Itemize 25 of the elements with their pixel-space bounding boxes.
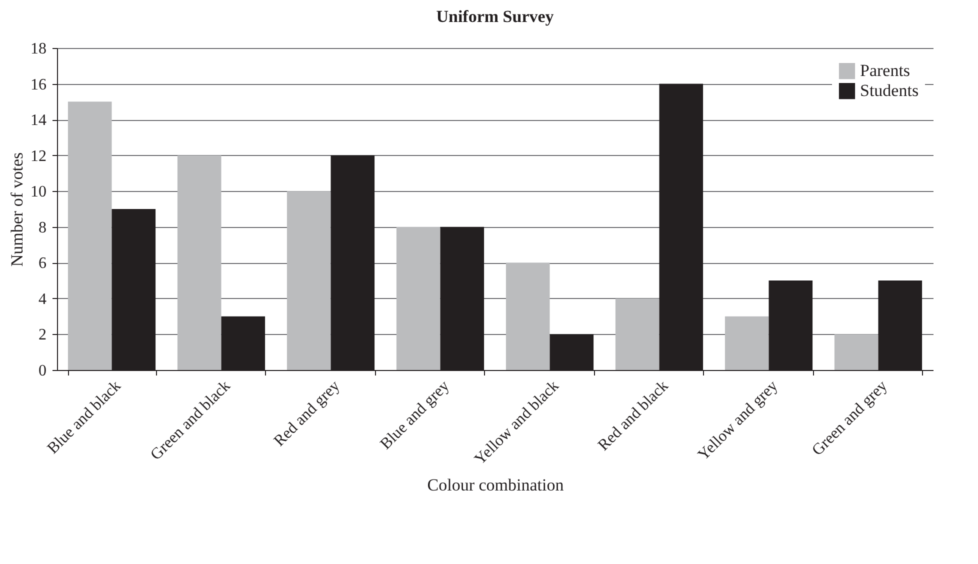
y-axis-title: Number of votes — [8, 152, 26, 267]
y-tick-label: 14 — [30, 112, 46, 130]
y-tick-label: 4 — [38, 290, 46, 308]
x-tick-label: Blue and grey — [377, 378, 453, 453]
y-tick-label: 6 — [38, 255, 46, 272]
bar — [68, 102, 112, 370]
y-tick-label: 16 — [30, 76, 46, 94]
y-tick-label: 0 — [38, 362, 46, 380]
bar — [834, 334, 878, 370]
x-axis-title: Colour combination — [427, 475, 564, 494]
bar — [506, 262, 550, 370]
x-tick-label: Red and grey — [270, 378, 344, 450]
y-tick-label: 8 — [38, 219, 46, 236]
bar — [724, 316, 769, 370]
bar — [396, 226, 440, 370]
bar — [286, 191, 331, 370]
y-tick-label: 10 — [30, 184, 46, 201]
bar — [177, 155, 222, 370]
legend-label: Parents — [860, 61, 910, 80]
y-tick-label: 18 — [30, 40, 46, 58]
legend-label: Students — [860, 81, 919, 100]
chart-title: Uniform Survey — [436, 7, 554, 26]
y-tick-label: 12 — [30, 148, 46, 165]
bar — [615, 298, 660, 370]
y-tick-label: 2 — [38, 326, 46, 344]
